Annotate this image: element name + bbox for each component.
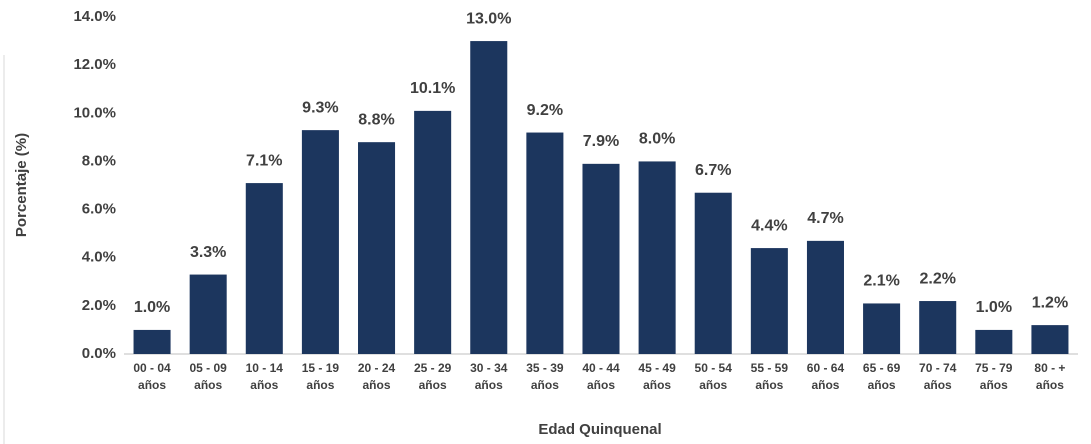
x-tick-label: 55 - 59 años [750,361,789,392]
x-axis-title: Edad Quinquenal [538,421,661,438]
bar [863,303,901,354]
value-label: 4.4% [751,217,787,234]
bar [694,192,732,354]
value-label: 3.3% [190,244,226,261]
y-tick-label: 10.0% [73,104,116,121]
bar [245,183,283,354]
value-label: 2.2% [919,270,955,287]
x-tick-label: 75 - 79 años [975,361,1013,392]
bar [638,161,676,354]
value-label: 9.2% [527,102,563,119]
value-label: 1.0% [976,299,1012,316]
value-label: 10.1% [410,80,455,97]
x-tick-label: 40 - 44 años [582,361,620,392]
x-tick-label: 50 - 54 años [694,361,732,392]
x-tick-label: 65 - 69 años [862,361,901,392]
y-axis-title: Porcentaje (%) [13,133,30,237]
x-tick-label: 80 - + años [1034,361,1066,392]
value-label: 4.7% [807,210,843,227]
bar [750,248,788,354]
bar [582,163,620,354]
x-tick-label: 70 - 74 años [919,361,957,392]
value-label: 13.0% [466,10,511,27]
y-tick-label: 14.0% [73,8,116,25]
x-tick-label: 25 - 29 años [413,361,452,392]
bar [919,301,957,354]
value-label: 6.7% [695,162,731,179]
y-tick-label: 0.0% [82,345,116,362]
x-tick-label: 15 - 19 años [301,361,340,392]
y-tick-label: 8.0% [82,152,116,169]
bar [414,110,452,354]
x-tick-label: 45 - 49 años [638,361,676,392]
value-label: 9.3% [302,99,338,116]
bar [470,41,508,354]
bar [1031,325,1069,354]
value-label: 2.1% [863,273,899,290]
value-label: 1.2% [1032,294,1068,311]
bar [133,329,171,354]
value-label: 7.1% [246,152,282,169]
value-label: 1.0% [134,299,170,316]
bar [526,132,564,354]
x-tick-label: 05 - 09 años [189,361,227,392]
bar [806,240,844,354]
x-tick-label: 20 - 24 años [357,361,396,392]
x-tick-label: 00 - 04 años [133,361,171,392]
value-label: 8.8% [358,111,394,128]
y-tick-label: 12.0% [73,56,116,73]
bar [301,130,339,354]
bar [358,142,396,354]
x-tick-label: 60 - 64 años [806,361,845,392]
y-tick-label: 2.0% [82,297,116,314]
y-tick-label: 6.0% [82,201,116,218]
value-label: 8.0% [639,131,675,148]
x-tick-label: 35 - 39 años [526,361,564,392]
bar [189,274,227,354]
x-tick-label: 10 - 14 años [245,361,283,392]
x-tick-label: 30 - 34 años [470,361,508,392]
y-tick-label: 4.0% [82,249,116,266]
bar [975,329,1013,354]
value-label: 7.9% [583,133,619,150]
